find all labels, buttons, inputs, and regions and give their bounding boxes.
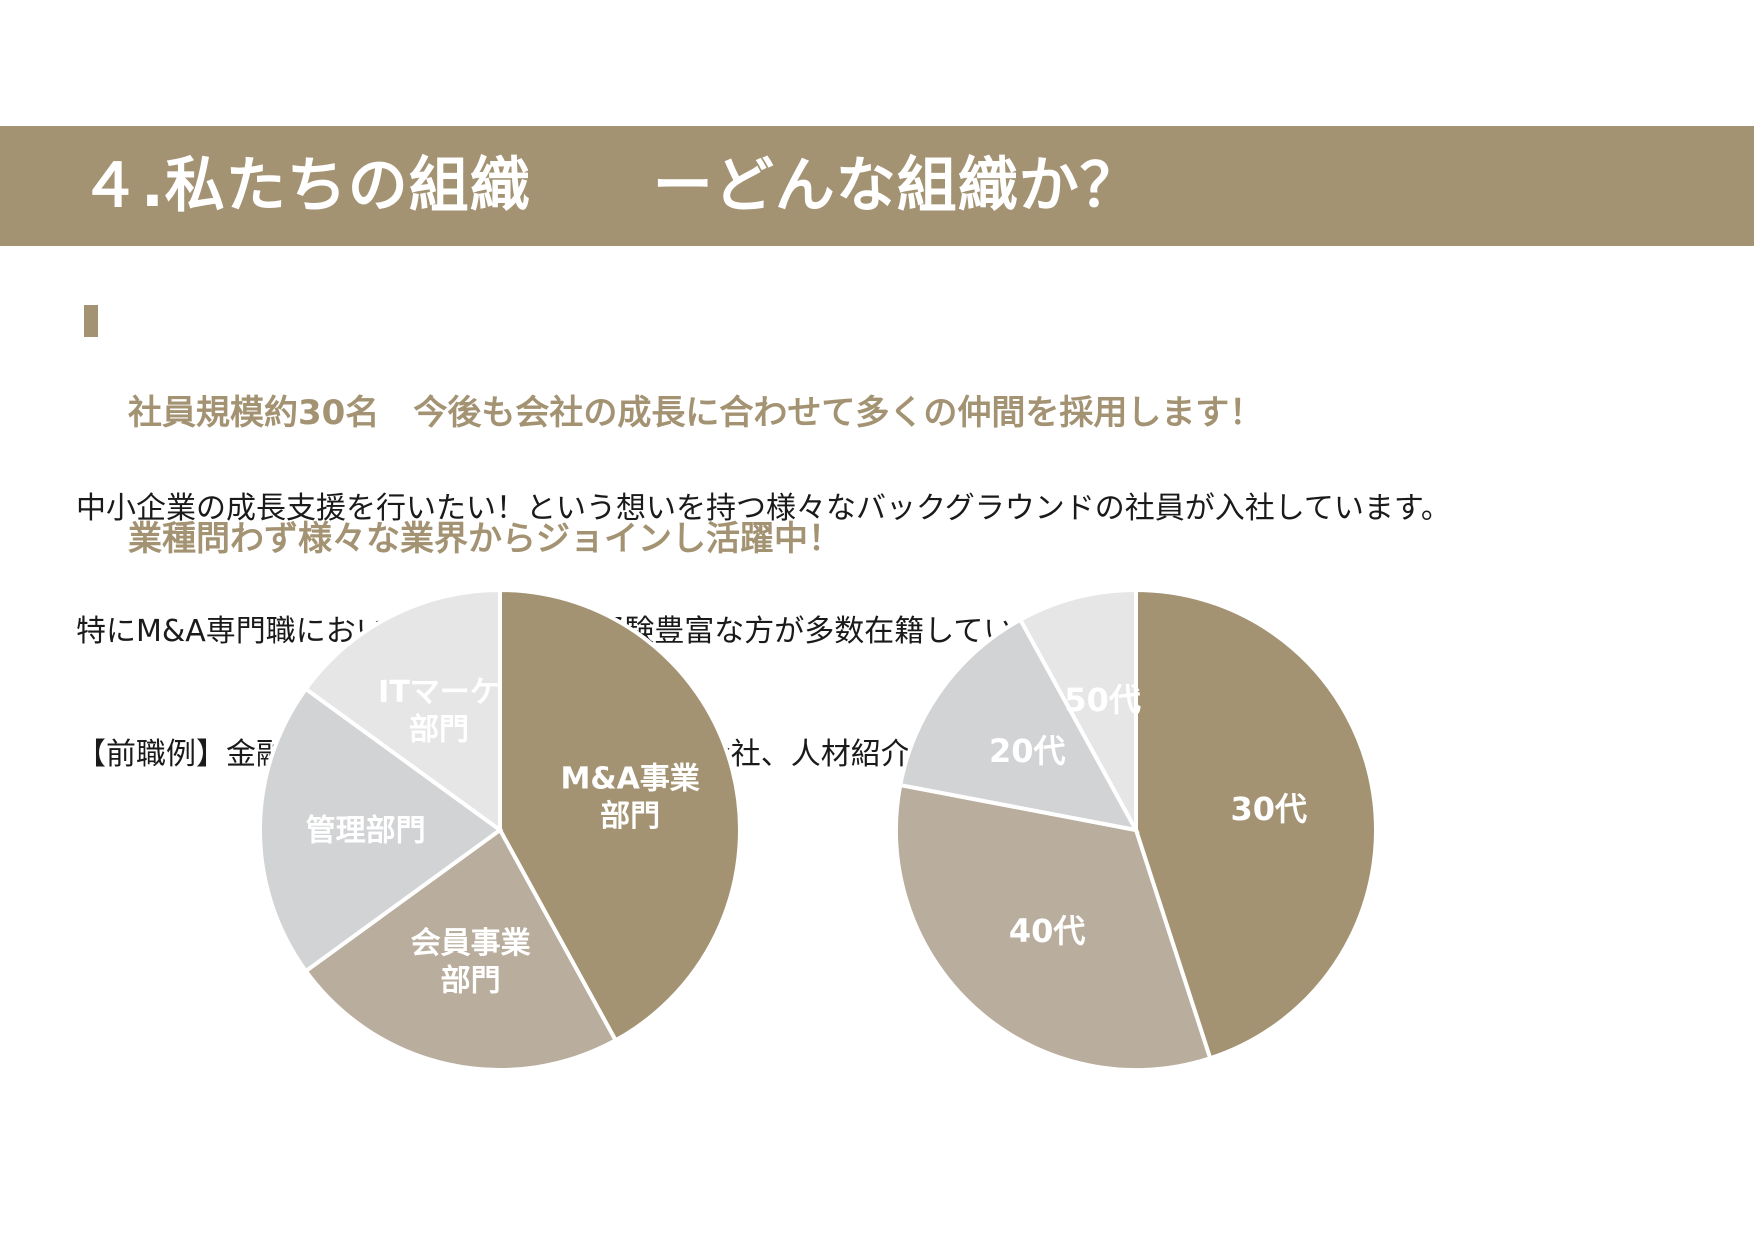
pie-slice [303,827,619,1072]
pie-slice-label: 40代 [1009,912,1086,950]
pie-slice-label: 30代 [1230,790,1307,828]
pie-slice [1017,587,1138,831]
description-line-1: 中小企業の成長支援を行いたい！という想いを持つ様々なバックグラウンドの社員が入社… [76,491,1451,526]
pie-slice [258,686,504,974]
pie-slice-label: ITマーケ部門 [378,675,500,748]
headline-marker [84,305,98,337]
pie-slice-label: 50代 [1064,681,1141,719]
pie-slice-label: 管理部門 [306,814,426,849]
pie-slice [303,587,502,834]
page-title: ４.私たちの組織 ーどんな組織か？ [80,151,1141,221]
title-band: ４.私たちの組織 ーどんな組織か？ [0,126,1754,246]
pie-slice-label: 20代 [989,732,1066,770]
pie-slice-label: 会員事業部門 [411,926,531,999]
pie-slice [897,616,1140,833]
pie-slice [1134,587,1378,1061]
pie-slice [894,782,1213,1072]
pie-slice-label: M&A事業部門 [561,761,700,834]
pie-slice [498,587,742,1044]
age-pie-chart: 30代 40代 20代 50代 [894,587,1378,1072]
lead-line-2: 業種問わず様々な業界からジョインし活躍中！ [128,519,842,559]
lead-text: 社員規模約30名 今後も会社の成長に合わせて多くの仲間を採用します！ 業種問わず… [128,308,1263,602]
lead-line-1: 社員規模約30名 今後も会社の成長に合わせて多くの仲間を採用します！ [128,393,1264,433]
